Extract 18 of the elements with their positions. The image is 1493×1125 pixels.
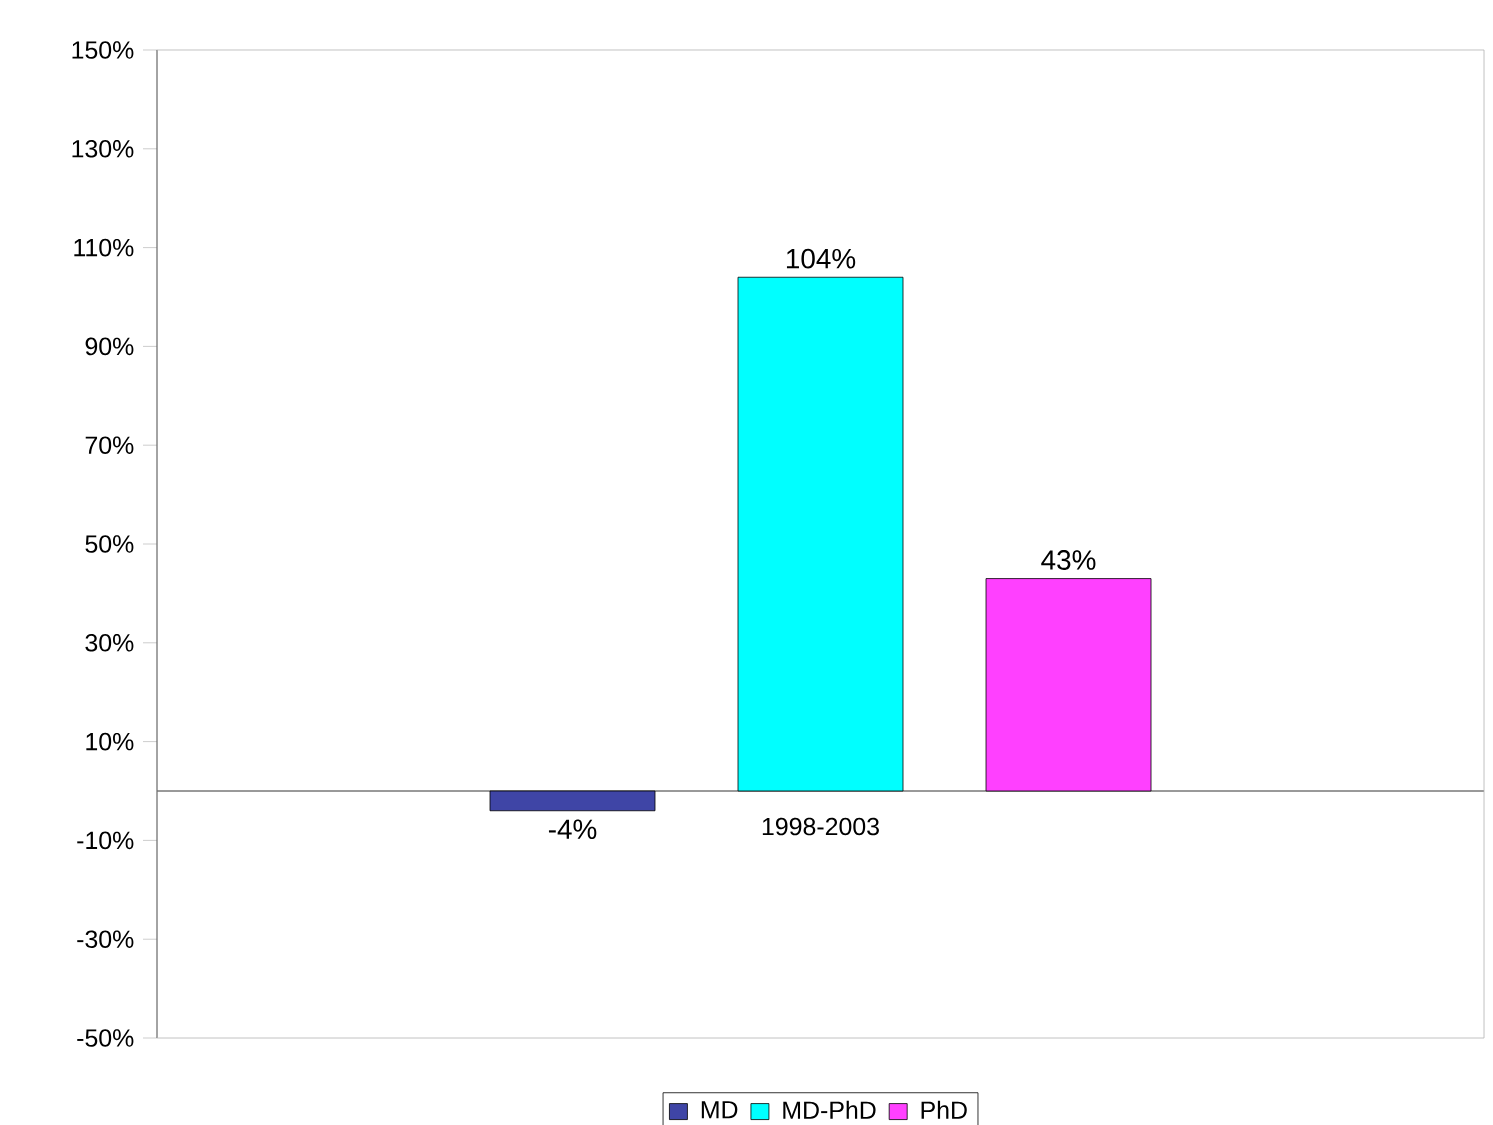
x-tick-label: 1998-2003 xyxy=(762,817,879,836)
y-tick-label: 90% xyxy=(85,337,134,356)
y-tick-label: 110% xyxy=(74,238,134,257)
y-tick-label: 10% xyxy=(86,732,134,751)
y-tick-label: -30% xyxy=(77,930,134,949)
y-tick-label: 150% xyxy=(72,41,134,59)
y-tick-label: 130% xyxy=(72,139,134,158)
y-tick-label: 70% xyxy=(85,436,134,455)
y-tick-label: -50% xyxy=(77,1029,134,1047)
legend-label: MD-PhD xyxy=(783,1100,876,1119)
data-label: 43% xyxy=(1041,550,1096,570)
legend-label: MD xyxy=(701,1101,738,1119)
data-label: -4% xyxy=(548,819,597,839)
data-label: 104% xyxy=(786,248,856,269)
y-tick-label: 50% xyxy=(85,535,134,553)
y-tick-label: 30% xyxy=(85,634,134,652)
legend-label: PhD xyxy=(921,1100,967,1119)
y-tick-label: -10% xyxy=(77,831,134,850)
